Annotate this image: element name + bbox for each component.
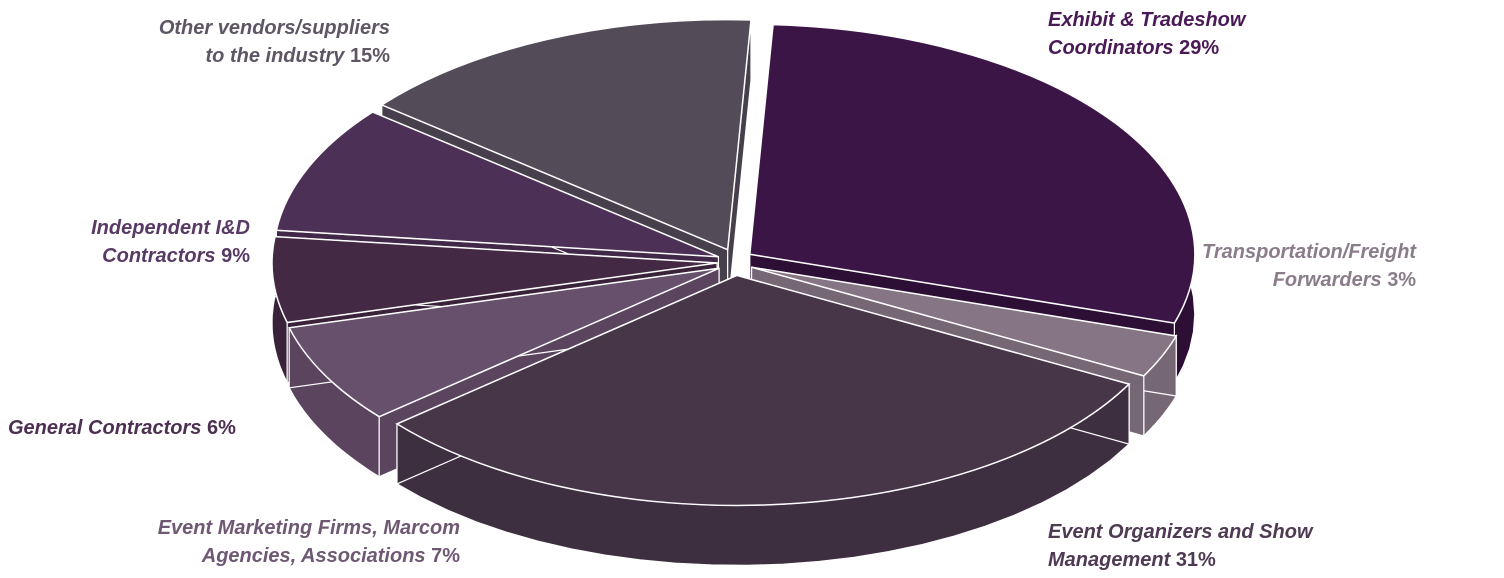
- label-pct: 9%: [221, 245, 250, 267]
- label-pct: 15%: [349, 45, 390, 67]
- label-pct: 29%: [1179, 37, 1220, 59]
- label-pct: 31%: [1175, 549, 1216, 571]
- label-pct: 7%: [431, 545, 460, 567]
- label-line2: Agencies, Associations: [201, 545, 426, 567]
- slice-top: [748, 23, 1196, 324]
- slice-top: [395, 274, 1131, 507]
- label-line2: Contractors: [102, 245, 216, 267]
- pie-slice: [395, 274, 1131, 567]
- slice-top: [275, 111, 719, 258]
- label-pct: 3%: [1387, 269, 1417, 291]
- slice-top: [751, 266, 1178, 377]
- label-event-marketing: Event Marketing Firms, Marcom Agencies, …: [158, 514, 460, 570]
- slice-top: [288, 267, 720, 418]
- slice-top: [380, 18, 752, 251]
- label-line1: General Contractors: [8, 417, 202, 439]
- label-line2: to the industry: [205, 45, 345, 67]
- label-line1: Exhibit & Tradeshow: [1048, 9, 1246, 31]
- label-line2: Coordinators: [1048, 37, 1174, 59]
- label-exhibit-tradeshow: Exhibit & Tradeshow Coordinators 29%: [1048, 6, 1245, 62]
- label-line1: Other vendors/suppliers: [158, 17, 390, 39]
- slice-top: [271, 235, 718, 324]
- label-line1: Event Organizers and Show: [1048, 521, 1313, 543]
- label-line1: Event Marketing Firms, Marcom: [157, 517, 460, 539]
- label-other-vendors: Other vendors/suppliers to the industry …: [159, 14, 390, 70]
- label-line2: Management: [1048, 549, 1171, 571]
- label-general-contractors: General Contractors 6%: [8, 414, 236, 442]
- label-event-organizers: Event Organizers and Show Management 31%: [1048, 518, 1313, 574]
- label-line1: Independent I&D: [91, 217, 250, 239]
- label-line1: Transportation/Freight: [1202, 241, 1417, 263]
- label-line2: Forwarders: [1272, 269, 1382, 291]
- label-pct: 6%: [206, 417, 236, 439]
- label-transportation: Transportation/Freight Forwarders 3%: [1202, 238, 1416, 294]
- label-independent-id: Independent I&D Contractors 9%: [91, 214, 250, 270]
